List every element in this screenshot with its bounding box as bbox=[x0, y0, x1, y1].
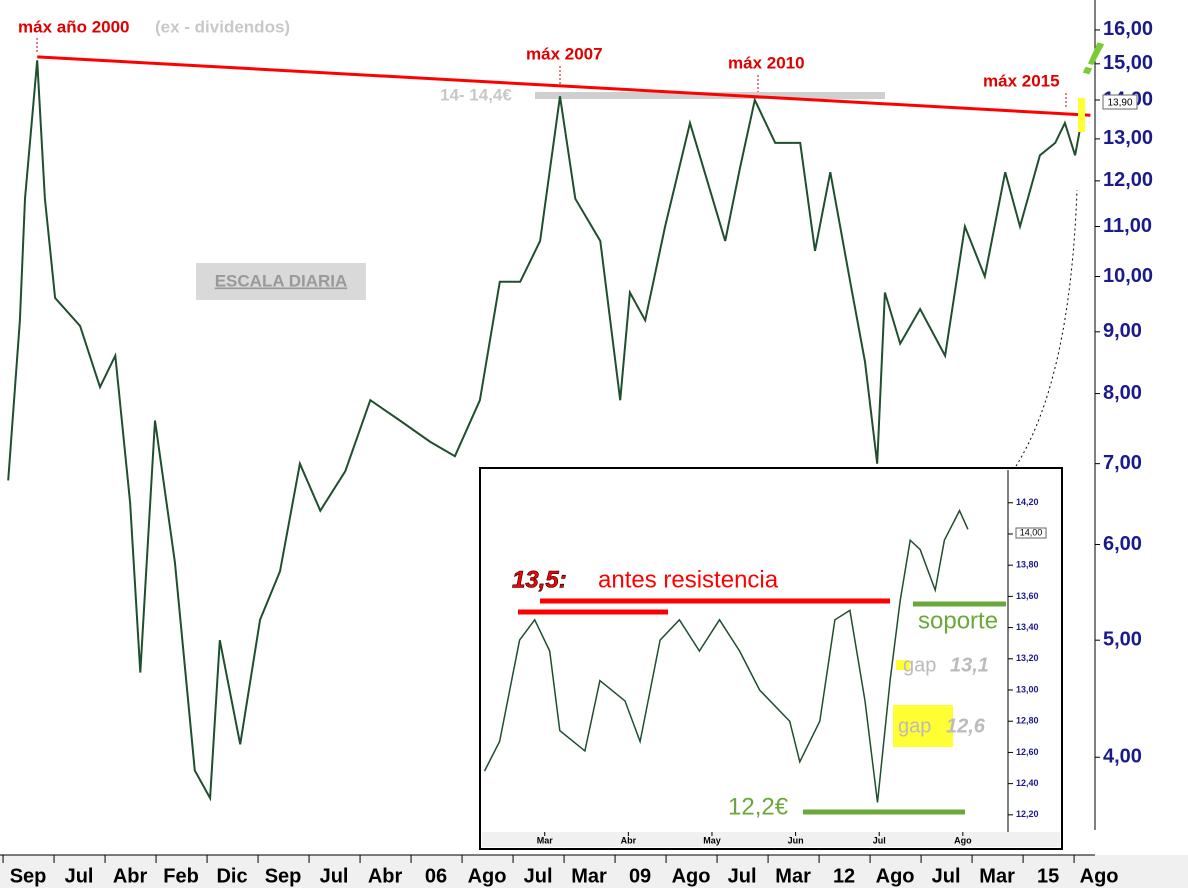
x-tick-label: Mar bbox=[537, 835, 554, 845]
x-tick-label: Mar bbox=[571, 865, 607, 887]
x-tick-label: Abr bbox=[113, 865, 148, 887]
x-tick-label: Dic bbox=[216, 865, 247, 887]
x-tick-label: Jul bbox=[728, 865, 757, 887]
annotation: gap bbox=[903, 654, 936, 676]
x-tick-label: Ago bbox=[672, 865, 711, 887]
x-tick-label: Mar bbox=[775, 865, 811, 887]
inset-frame bbox=[479, 467, 1063, 850]
x-tick-label: Sep bbox=[10, 865, 47, 887]
y-tick-label: 12,80 bbox=[1016, 716, 1039, 726]
y-tick-label: 5,00 bbox=[1103, 628, 1142, 650]
y-tick-label: 12,40 bbox=[1016, 778, 1039, 788]
scale-box bbox=[196, 263, 366, 300]
x-tick-label: Jul bbox=[873, 835, 886, 845]
annotation: 12,2€ bbox=[728, 793, 789, 820]
y-tick-label: 13,60 bbox=[1016, 591, 1039, 601]
x-tick-label: Jun bbox=[788, 835, 804, 845]
annotation: máx 2007 bbox=[526, 44, 603, 63]
price-box bbox=[1015, 527, 1047, 539]
annotation: 12,6 bbox=[946, 715, 986, 737]
price-label: 14,00 bbox=[1020, 527, 1043, 537]
arrows bbox=[36, 38, 1067, 108]
highlight bbox=[1078, 98, 1085, 132]
x-tick-label: Abr bbox=[621, 835, 637, 845]
annotation: ESCALA DIARIA bbox=[215, 271, 348, 290]
main-layer: 4,00 5,00 6,00 7,00 8,00 9,00 10,00 11,00 12,00 1… bbox=[2, 18, 1153, 887]
price-line bbox=[7, 60, 1085, 802]
gap-box bbox=[893, 705, 953, 747]
annotation: máx 2015 bbox=[983, 71, 1060, 90]
y-tick-label: 9,00 bbox=[1103, 320, 1142, 342]
inset: 12,20 12,40 12,60 12,80 13,00 13,20 13,40 13,60… bbox=[479, 467, 1063, 850]
y-tick-label: 15,00 bbox=[1103, 52, 1153, 74]
x-tick-label: 12 bbox=[833, 865, 855, 887]
y-tick-label: 13,00 bbox=[1103, 127, 1153, 149]
annotation: antes resistencia bbox=[598, 566, 779, 593]
x-tick-label: Ago bbox=[954, 835, 972, 845]
annotation: 14- 14,4€ bbox=[440, 85, 512, 104]
x-tick-label: 09 bbox=[629, 865, 651, 887]
annotation: máx año 2000 bbox=[18, 17, 130, 36]
x-tick-label: 06 bbox=[425, 865, 447, 887]
y-tick-label: 13,20 bbox=[1016, 653, 1039, 663]
inset-x-band bbox=[482, 832, 1060, 847]
y-tick-label: 13,40 bbox=[1016, 622, 1039, 632]
annotation: soporte bbox=[918, 607, 998, 634]
annotation: máx 2010 bbox=[728, 53, 805, 72]
zoom-arrow bbox=[1015, 189, 1078, 467]
x-tick-label: Mar bbox=[979, 865, 1015, 887]
price-line bbox=[483, 508, 969, 803]
y-tick-label: 12,20 bbox=[1016, 809, 1039, 819]
y-tick-label: 14,20 bbox=[1016, 497, 1039, 507]
annotation: 13,5: bbox=[512, 566, 567, 593]
x-tick-label: May bbox=[703, 835, 721, 845]
y-tick-label: 8,00 bbox=[1103, 382, 1142, 404]
y-tick-label: 7,00 bbox=[1103, 452, 1142, 474]
y-tick-label: 12,60 bbox=[1016, 747, 1039, 757]
y-tick-label: 4,00 bbox=[1103, 746, 1142, 768]
price-label: 13,90 bbox=[1107, 98, 1132, 109]
annotation: gap bbox=[898, 715, 931, 737]
y-tick-label: 13,80 bbox=[1016, 560, 1039, 570]
x-tick-label: Abr bbox=[368, 865, 403, 887]
gap-box bbox=[896, 660, 910, 670]
x-tick-label: Ago bbox=[1080, 865, 1119, 887]
x-tick-label: Jul bbox=[320, 865, 349, 887]
x-tick-label: Jul bbox=[524, 865, 553, 887]
y-tick-label: 16,00 bbox=[1103, 18, 1153, 40]
x-tick-label: Jul bbox=[65, 865, 94, 887]
x-tick-label: Feb bbox=[163, 865, 199, 887]
annotation: (ex - dividendos) bbox=[155, 17, 290, 36]
x-tick-label: Sep bbox=[265, 865, 302, 887]
y-tick-label: 13,00 bbox=[1016, 684, 1039, 694]
price-box bbox=[1102, 94, 1138, 110]
x-axis-band bbox=[0, 855, 1188, 888]
annotation: 13,1 bbox=[950, 654, 989, 676]
x-tick-label: Jul bbox=[932, 865, 961, 887]
y-tick-label: 10,00 bbox=[1103, 265, 1153, 287]
y-tick-label: 11,00 bbox=[1103, 215, 1152, 237]
x-tick-label: Ago bbox=[468, 865, 507, 887]
y-tick-label: 12,00 bbox=[1103, 169, 1153, 191]
x-tick-label: Ago bbox=[876, 865, 915, 887]
x-tick-label: 15 bbox=[1037, 865, 1059, 887]
trend-line bbox=[37, 55, 1091, 117]
y-tick-label: 6,00 bbox=[1103, 533, 1142, 555]
